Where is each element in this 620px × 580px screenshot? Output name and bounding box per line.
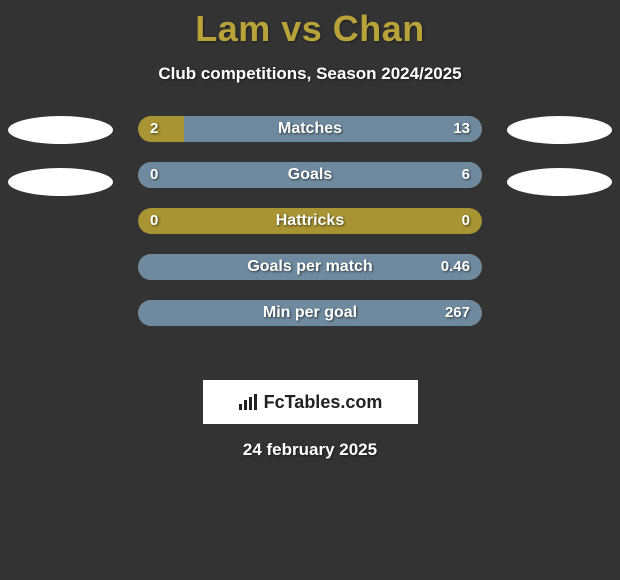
bar-value-right: 6	[462, 162, 470, 188]
bar-label: Goals	[138, 162, 482, 188]
avatar-right-row1	[507, 168, 612, 196]
bar-value-right: 0	[462, 208, 470, 234]
bar-label: Hattricks	[138, 208, 482, 234]
bar-value-right: 0.46	[441, 254, 470, 280]
bar-label: Goals per match	[138, 254, 482, 280]
date-line: 24 february 2025	[0, 440, 620, 460]
avatar-left-row0	[8, 116, 113, 144]
logo-text: FcTables.com	[264, 392, 383, 413]
bar-label: Min per goal	[138, 300, 482, 326]
bar-row: Min per goal267	[138, 300, 482, 326]
logo-box: FcTables.com	[203, 380, 418, 424]
avatar-right-row0	[507, 116, 612, 144]
logo: FcTables.com	[238, 392, 383, 413]
chart-icon	[238, 393, 260, 411]
bar-label: Matches	[138, 116, 482, 142]
bars-container: 2Matches130Goals60Hattricks0Goals per ma…	[138, 116, 482, 346]
bar-row: Goals per match0.46	[138, 254, 482, 280]
avatar-left-row1	[8, 168, 113, 196]
bar-row: 2Matches13	[138, 116, 482, 142]
bar-value-right: 267	[445, 300, 470, 326]
bar-row: 0Hattricks0	[138, 208, 482, 234]
bar-value-right: 13	[453, 116, 470, 142]
comparison-chart: 2Matches130Goals60Hattricks0Goals per ma…	[0, 116, 620, 366]
bar-row: 0Goals6	[138, 162, 482, 188]
page-title: Lam vs Chan	[0, 0, 620, 50]
page-subtitle: Club competitions, Season 2024/2025	[0, 64, 620, 84]
